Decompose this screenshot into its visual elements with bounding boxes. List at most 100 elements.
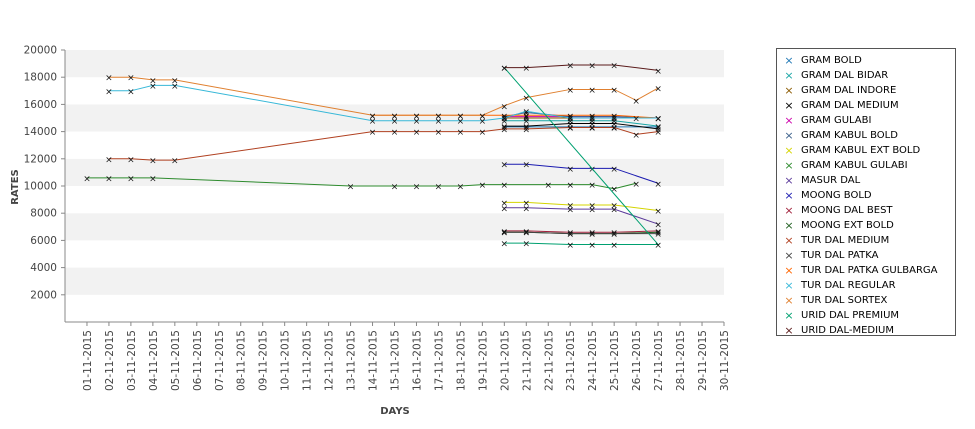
plot-band — [65, 50, 724, 78]
x-tick-label: 15-11-2015 — [390, 330, 402, 391]
legend-marker: × — [784, 249, 794, 262]
legend-marker: × — [784, 84, 794, 97]
legend-marker: × — [784, 189, 794, 202]
data-point-marker: × — [566, 124, 574, 134]
data-point-marker: × — [566, 117, 574, 127]
data-point-marker: × — [610, 86, 618, 96]
data-point-marker: × — [588, 230, 596, 240]
x-tick-label: 03-11-2015 — [126, 330, 138, 391]
data-point-marker: × — [654, 115, 662, 125]
data-point-marker: × — [588, 86, 596, 96]
legend-item: × GRAM KABUL BOLD — [777, 128, 955, 143]
data-point-marker: × — [171, 157, 179, 167]
legend-label: TUR DAL REGULAR — [801, 280, 896, 291]
series-line — [503, 67, 660, 245]
data-point-marker: × — [105, 174, 113, 184]
data-point-marker: × — [457, 128, 465, 138]
x-tick-label: 05-11-2015 — [170, 330, 182, 391]
legend-marker: × — [784, 69, 794, 82]
y-tick-label: 4000 — [30, 262, 57, 274]
legend-item: × GRAM GULABI — [777, 113, 955, 128]
data-point-marker: × — [479, 112, 487, 122]
legend-marker: × — [784, 114, 794, 127]
data-point-marker: × — [523, 94, 531, 104]
data-point-marker: × — [501, 64, 509, 74]
x-tick-label: 12-11-2015 — [324, 330, 336, 391]
data-point-marker: × — [369, 112, 377, 122]
y-tick-label: 16000 — [24, 99, 57, 111]
data-point-marker: × — [501, 229, 509, 239]
data-point-marker: × — [610, 117, 618, 127]
x-tick-label: 14-11-2015 — [368, 330, 380, 391]
legend-marker: × — [784, 54, 794, 67]
data-point-marker: × — [127, 87, 135, 97]
data-point-marker: × — [588, 112, 596, 122]
legend-label: GRAM BOLD — [801, 55, 862, 66]
series-gram-bold: × × × × × × — [501, 123, 662, 133]
legend-marker: × — [784, 234, 794, 247]
data-point-marker: × — [588, 202, 596, 212]
x-tick-label: 16-11-2015 — [411, 330, 423, 391]
legend-label: MOONG EXT BOLD — [801, 220, 894, 231]
data-point-marker: × — [610, 124, 618, 134]
data-point-marker: × — [391, 128, 399, 138]
data-point-marker: × — [610, 165, 618, 175]
data-point-marker: × — [501, 181, 509, 191]
legend-label: GRAM GULABI — [801, 115, 872, 126]
x-tick-label: 04-11-2015 — [148, 330, 160, 391]
legend-marker: × — [784, 159, 794, 172]
data-point-marker: × — [654, 123, 662, 133]
data-point-marker: × — [588, 230, 596, 240]
data-point-marker: × — [566, 112, 574, 122]
legend-item: × MOONG BOLD — [777, 188, 955, 203]
legend-marker: × — [784, 264, 794, 277]
data-point-marker: × — [588, 123, 596, 133]
legend-label: GRAM KABUL EXT BOLD — [801, 145, 921, 156]
data-point-marker: × — [523, 161, 531, 171]
series-line — [504, 112, 659, 119]
data-point-marker: × — [588, 115, 596, 125]
data-point-marker: × — [544, 181, 552, 191]
data-point-marker: × — [127, 174, 135, 184]
x-tick-label: 26-11-2015 — [631, 330, 643, 391]
data-point-marker: × — [127, 155, 135, 165]
data-point-marker: × — [566, 181, 574, 191]
legend: × GRAM BOLD × GRAM DAL BIDAR × GRAM DAL INDOR… — [776, 48, 956, 337]
data-point-marker: × — [632, 115, 640, 125]
data-point-marker: × — [654, 241, 662, 251]
plot-band — [65, 294, 724, 322]
data-point-marker: × — [501, 117, 509, 127]
data-point-marker: × — [391, 112, 399, 122]
data-point-marker: × — [105, 74, 113, 84]
data-point-marker: × — [501, 240, 509, 250]
data-point-marker: × — [566, 165, 574, 175]
x-tick-label: 23-11-2015 — [565, 330, 577, 391]
legend-label: URID DAL PREMIUM — [801, 310, 900, 321]
data-point-marker: × — [479, 117, 487, 127]
legend-item: × TUR DAL PATKA — [777, 248, 955, 263]
legend-item: × GRAM DAL BIDAR — [777, 68, 955, 83]
data-point-marker: × — [501, 123, 509, 133]
legend-marker: × — [784, 309, 794, 322]
y-tick-label: 18000 — [24, 72, 57, 84]
legend-label: GRAM KABUL BOLD — [801, 130, 898, 141]
series-gram-kabul-gulabi: × × × × × × × × × × × × × × × × — [83, 174, 640, 195]
y-tick-label: 6000 — [30, 235, 57, 247]
series-gram-dal-bidar: × × × × ×× — [501, 117, 662, 132]
series-tur-dal-patka-gulbarga: × × × × × × × × × × × × — [369, 112, 662, 125]
data-point-marker: × — [369, 128, 377, 138]
series-line — [504, 230, 659, 233]
x-tick-label: 24-11-2015 — [587, 330, 599, 391]
data-point-marker: × — [566, 86, 574, 96]
plot-band — [65, 213, 724, 241]
data-point-marker: × — [588, 61, 596, 71]
series-urid-dal-premium: × × × × × ×× — [501, 64, 662, 251]
data-point-marker: × — [566, 120, 574, 130]
data-point-marker: × — [610, 61, 618, 71]
data-point-marker: × — [632, 131, 640, 141]
series-line — [504, 120, 659, 127]
data-point-marker: × — [654, 115, 662, 125]
legend-marker: × — [784, 324, 794, 337]
x-tick-label: 11-11-2015 — [302, 330, 314, 391]
data-point-marker: × — [566, 123, 574, 133]
